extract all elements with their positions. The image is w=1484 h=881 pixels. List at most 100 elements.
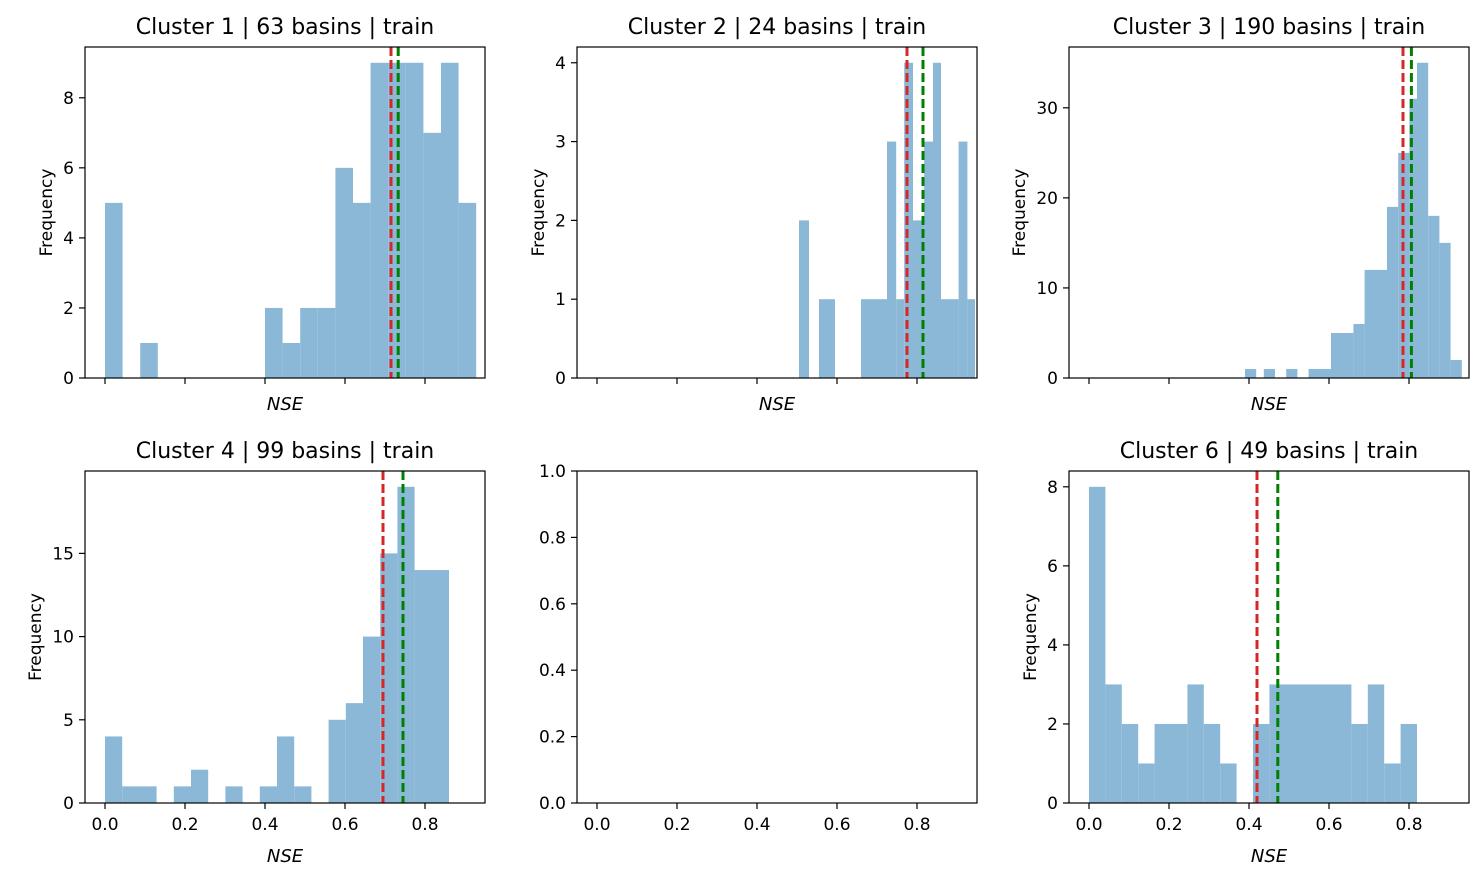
- histogram-bar: [277, 736, 295, 803]
- y-tick-label: 0.4: [539, 661, 566, 681]
- histogram-bar: [105, 202, 123, 378]
- x-tick-label: 0.2: [171, 815, 198, 835]
- subplot-3: 0 10 20 30 Cluster 3 | 190 basins | train NSE…: [1010, 15, 1470, 415]
- histogram-bar: [1245, 368, 1257, 378]
- axes-frame: [1068, 470, 1470, 804]
- x-tick-label: 0.0: [1075, 815, 1102, 835]
- histogram-bar: [423, 132, 441, 378]
- histogram-bar: [1263, 368, 1275, 378]
- histogram-bar: [1308, 368, 1331, 378]
- histogram-bar: [1220, 763, 1237, 803]
- y-tick-label: 3: [555, 133, 566, 153]
- y-tick-label: 8: [1047, 478, 1058, 498]
- histogram-bar: [819, 299, 835, 378]
- histogram-bar: [317, 307, 336, 378]
- histogram-bar: [1439, 242, 1451, 378]
- x-tick-label: 0.8: [1395, 815, 1422, 835]
- x-tick-label: 0.2: [1155, 815, 1182, 835]
- x-tick-label: 0.8: [903, 815, 930, 835]
- y-tick-label: 1: [555, 290, 566, 310]
- histogram-bar: [363, 636, 381, 803]
- histogram-bar: [1203, 723, 1221, 803]
- subplot-2: 0 1 2 3 4 Cluster 2 | 24 basins | train NSE Fre…: [529, 15, 978, 415]
- y-tick-label: 2: [63, 299, 74, 319]
- histogram-bar: [1409, 98, 1417, 378]
- y-axis-label: Frequency: [529, 169, 549, 257]
- x-tick-label: 0.4: [251, 815, 278, 835]
- histogram-bar: [397, 486, 415, 803]
- x-tick-label: 0.4: [1235, 815, 1262, 835]
- y-tick-label: 4: [63, 229, 74, 249]
- axes-frame: [576, 46, 978, 379]
- x-tick-label: 0.0: [91, 815, 118, 835]
- histogram-bar: [896, 299, 905, 378]
- y-tick-label: 0.8: [539, 528, 566, 548]
- subplot-title: Cluster 4 | 99 basins | train: [136, 439, 435, 464]
- y-tick-label: 6: [1047, 557, 1058, 577]
- y-tick-label: 10: [52, 628, 74, 648]
- x-tick-label: 0.6: [823, 815, 850, 835]
- histogram-bar: [1331, 332, 1354, 378]
- histogram-bar: [1367, 684, 1385, 803]
- histogram-bar: [265, 307, 283, 378]
- y-tick-label: 1.0: [539, 462, 566, 482]
- histogram-bar: [1398, 152, 1410, 378]
- x-tick-label: 0.2: [663, 815, 690, 835]
- histogram-bar: [1187, 684, 1204, 803]
- y-tick-label: 20: [1036, 189, 1058, 209]
- histogram-bar: [173, 786, 191, 803]
- histogram-bar: [1417, 62, 1429, 379]
- y-tick-label: 0.2: [539, 728, 566, 748]
- histogram-bar: [458, 202, 477, 378]
- x-axis-label: NSE: [1251, 394, 1288, 415]
- histogram-bar: [904, 62, 913, 379]
- y-tick-label: 15: [52, 544, 74, 564]
- histogram-bar: [105, 736, 123, 803]
- y-tick-label: 0: [555, 369, 566, 389]
- histogram-bar: [1400, 723, 1417, 803]
- y-tick-label: 2: [555, 211, 566, 231]
- histogram-bar: [345, 703, 363, 803]
- histogram-bar: [1138, 763, 1155, 803]
- histogram-bar: [441, 62, 459, 379]
- y-tick-label: 30: [1036, 99, 1058, 119]
- histogram-bar: [1384, 763, 1401, 803]
- subplot-title: Cluster 1 | 63 basins | train: [136, 15, 435, 40]
- histogram-bar: [1351, 723, 1368, 803]
- histogram-bar: [353, 202, 371, 378]
- y-tick-label: 0: [1047, 794, 1058, 814]
- histogram-bar: [370, 62, 389, 379]
- histogram-bar: [1387, 206, 1399, 378]
- x-axis-label: NSE: [267, 846, 304, 867]
- histogram-bar: [122, 786, 157, 803]
- subplot-6: 0.0 0.2 0.4 0.6 0.8 0 2 4 6 8 Cluster 6 | 49 basin…: [1021, 439, 1470, 867]
- axes-frame: [1068, 46, 1470, 379]
- y-axis-label: Frequency: [1021, 593, 1041, 681]
- histogram-bar: [924, 141, 933, 378]
- histogram-bar: [1269, 684, 1352, 803]
- x-tick-label: 0.0: [583, 815, 610, 835]
- histogram-bar: [941, 299, 959, 378]
- histogram-bar: [1154, 723, 1188, 803]
- y-axis-label: Frequency: [26, 593, 46, 681]
- axes-frame: [576, 470, 978, 804]
- histogram-bar: [967, 299, 975, 378]
- histogram-bar: [282, 342, 301, 378]
- x-tick-label: 0.6: [331, 815, 358, 835]
- x-tick-label: 0.4: [743, 815, 770, 835]
- histogram-bar: [259, 786, 277, 803]
- histogram-bar: [958, 141, 968, 378]
- histogram-bar: [294, 786, 312, 803]
- y-tick-label: 0: [63, 369, 74, 389]
- subplot-title: Cluster 3 | 190 basins | train: [1113, 15, 1426, 40]
- subplot-5: 0.0 0.2 0.4 0.6 0.8 0.0 0.2 0.4 0.6 0.8 1.0: [539, 462, 978, 835]
- histogram-bar: [328, 719, 346, 803]
- histogram-bar: [335, 167, 353, 378]
- subplot-title: Cluster 2 | 24 basins | train: [628, 15, 927, 40]
- histogram-bar: [1428, 215, 1440, 378]
- histogram-bar: [1089, 486, 1106, 803]
- y-tick-label: 0: [63, 794, 74, 814]
- histogram-bar: [1253, 723, 1270, 803]
- histogram-bar: [887, 141, 897, 378]
